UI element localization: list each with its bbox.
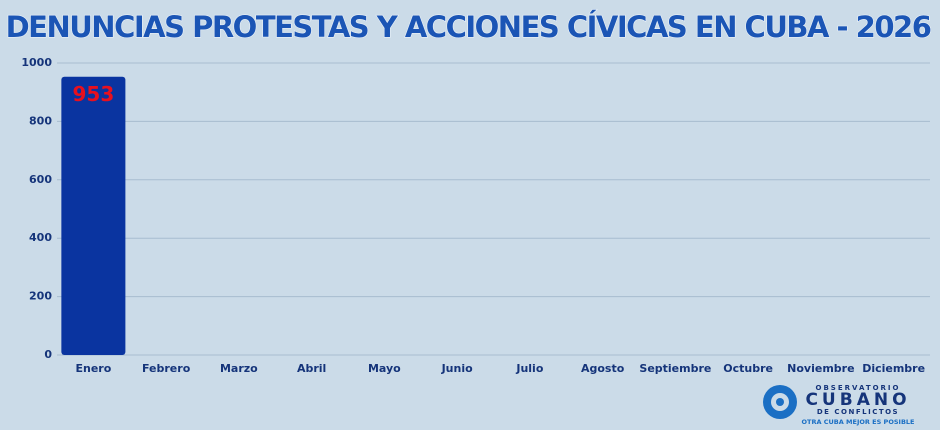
logo-top: OBSERVATORIO [816, 384, 901, 392]
x-tick-label: Enero [75, 362, 111, 375]
x-tick-label: Julio [515, 362, 543, 375]
value-label: 953 [73, 82, 115, 106]
x-tick-label: Febrero [142, 362, 191, 375]
logo-sub: DE CONFLICTOS [817, 408, 899, 416]
x-tick-label: Septiembre [639, 362, 711, 375]
logo-tagline: OTRA CUBA MEJOR ES POSIBLE [802, 418, 915, 426]
logo-name: CUBANO [805, 390, 910, 410]
y-tick-label: 1000 [21, 56, 52, 69]
bar [61, 76, 126, 355]
y-tick-label: 400 [29, 231, 52, 244]
x-tick-label: Diciembre [862, 362, 925, 375]
x-tick-label: Junio [441, 362, 474, 375]
x-tick-label: Mayo [368, 362, 401, 375]
logo: OBSERVATORIO CUBANO DE CONFLICTOS OTRA C… [763, 384, 915, 426]
y-tick-label: 0 [44, 348, 52, 361]
x-tick-label: Marzo [220, 362, 258, 375]
x-tick-label: Agosto [581, 362, 625, 375]
x-tick-label: Abril [297, 362, 326, 375]
logo-icon [776, 398, 784, 406]
chart-title: DENUNCIAS PROTESTAS Y ACCIONES CÍVICAS E… [6, 10, 931, 44]
y-tick-label: 200 [29, 290, 52, 303]
y-tick-label: 800 [29, 114, 52, 127]
x-tick-label: Noviembre [787, 362, 854, 375]
y-tick-label: 600 [29, 173, 52, 186]
x-tick-label: Octubre [723, 362, 773, 375]
